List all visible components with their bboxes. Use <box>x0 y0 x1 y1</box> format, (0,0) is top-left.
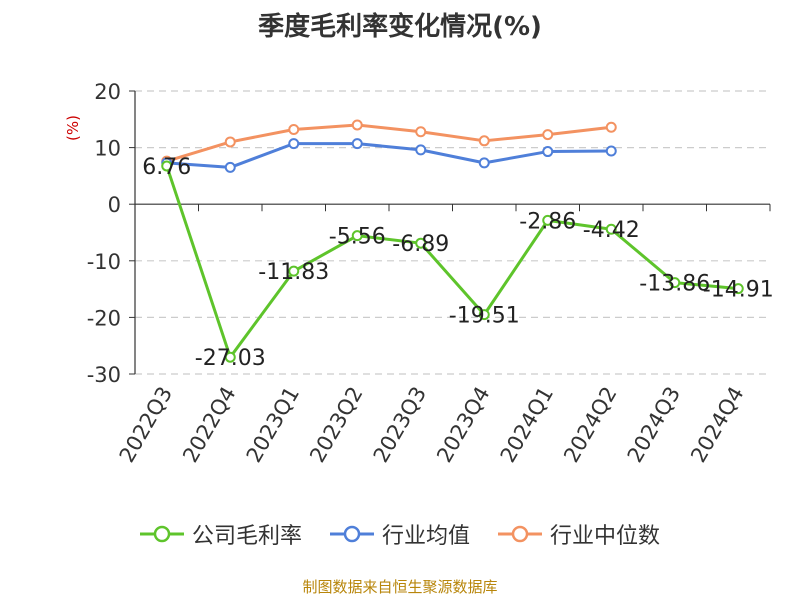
data-point[interactable] <box>224 161 236 173</box>
legend-label-industry-median: 行业中位数 <box>550 524 661 549</box>
data-point[interactable] <box>288 265 300 277</box>
legend: 公司毛利率 行业均值 行业中位数 <box>0 518 800 550</box>
series-line <box>165 165 739 359</box>
data-point[interactable] <box>351 119 363 131</box>
x-tick-label: 2023Q3 <box>369 383 431 467</box>
data-point[interactable] <box>224 351 236 363</box>
legend-label-company: 公司毛利率 <box>191 524 302 549</box>
data-point[interactable] <box>288 138 300 150</box>
data-point[interactable] <box>224 136 236 148</box>
data-label: -27.03 <box>195 346 266 371</box>
legend-label-industry-mean: 行业均值 <box>381 524 470 549</box>
legend-swatch-industry-mean <box>329 525 374 543</box>
data-point[interactable] <box>605 223 617 235</box>
x-tick-label: 2023Q2 <box>305 383 367 467</box>
data-label: -13.86 <box>639 272 710 297</box>
x-tick-label: 2022Q3 <box>115 383 177 467</box>
data-point[interactable] <box>605 121 617 133</box>
data-point[interactable] <box>415 237 427 249</box>
data-label: -5.56 <box>329 225 386 250</box>
x-tick-label: 2022Q4 <box>178 383 240 467</box>
y-tick-label: -20 <box>87 306 121 330</box>
data-point[interactable] <box>478 135 490 147</box>
y-tick-label: 10 <box>94 137 121 161</box>
data-point[interactable] <box>542 214 554 226</box>
data-point[interactable] <box>415 126 427 138</box>
series-line <box>166 142 612 169</box>
x-tick-label: 2023Q1 <box>242 383 304 467</box>
y-tick-label: -10 <box>87 250 121 274</box>
x-tick-label: 2024Q3 <box>623 383 685 467</box>
data-point[interactable] <box>732 283 744 295</box>
y-tick-label: 0 <box>108 193 121 217</box>
y-tick-label: -30 <box>87 363 121 387</box>
data-label: -4.42 <box>583 218 640 243</box>
data-point[interactable] <box>542 146 554 158</box>
data-label: -14.91 <box>703 278 774 303</box>
data-labels: 6.76 -27.03 -11.83-5.56 -6.89 -19.51 -2.86 -4.… <box>142 155 773 371</box>
source-note: 制图数据来自恒生聚源数据库 <box>302 578 498 596</box>
legend-swatch-industry-median <box>498 525 542 543</box>
data-point[interactable] <box>351 138 363 150</box>
data-label: -19.51 <box>449 304 520 329</box>
data-label: -2.86 <box>519 209 576 234</box>
data-point[interactable] <box>478 309 490 321</box>
data-point[interactable] <box>605 145 617 157</box>
data-label: -6.89 <box>392 232 449 257</box>
chart-title: 季度毛利率变化情况(%) <box>258 12 542 42</box>
data-point[interactable] <box>669 277 681 289</box>
x-tick-label: 2024Q2 <box>559 383 621 467</box>
legend-item-industry-mean[interactable]: 行业均值 <box>329 518 470 550</box>
data-point[interactable] <box>478 157 490 169</box>
series-line <box>166 123 612 163</box>
series-lines <box>161 119 744 363</box>
x-tick-label: 2024Q4 <box>686 383 748 467</box>
x-tick-label: 2023Q4 <box>432 383 494 467</box>
legend-swatch-company <box>139 525 184 543</box>
data-point[interactable] <box>542 129 554 141</box>
data-point[interactable] <box>161 160 173 172</box>
x-tick-label: 2024Q1 <box>496 383 558 467</box>
y-axis-label: (%) <box>64 115 82 141</box>
grid-lines <box>135 90 770 375</box>
legend-item-company[interactable]: 公司毛利率 <box>139 518 302 550</box>
data-point[interactable] <box>415 144 427 156</box>
data-point[interactable] <box>351 230 363 242</box>
data-label: 6.76 <box>142 155 191 180</box>
data-label: -11.83 <box>258 260 329 285</box>
y-tick-label: 20 <box>94 80 121 104</box>
legend-item-industry-median[interactable]: 行业中位数 <box>498 518 660 550</box>
data-point[interactable] <box>288 123 300 135</box>
